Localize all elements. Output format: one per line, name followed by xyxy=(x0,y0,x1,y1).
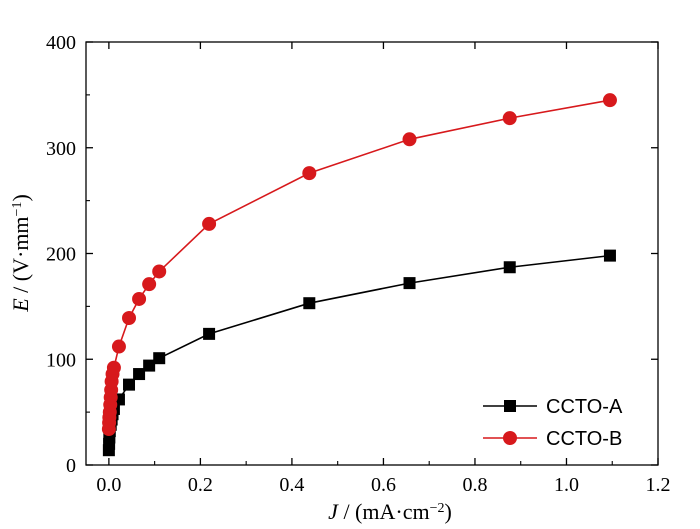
data-point xyxy=(602,93,617,108)
data-point xyxy=(153,352,166,365)
legend-item-ccto-b: CCTO-B xyxy=(483,428,622,450)
x-tick-label: 0.4 xyxy=(279,474,304,496)
legend-item-ccto-a: CCTO-A xyxy=(483,396,623,418)
data-point xyxy=(603,249,616,262)
series-line xyxy=(108,254,611,451)
data-point xyxy=(403,277,416,290)
legend-label: CCTO-B xyxy=(546,428,622,450)
y-tick-label: 200 xyxy=(46,244,76,266)
y-axis: 0 100 200 300 400 xyxy=(46,32,658,477)
legend-label: CCTO-A xyxy=(546,396,623,418)
data-point xyxy=(106,360,121,375)
x-tick-label: 0.2 xyxy=(188,474,213,496)
y-tick-label: 400 xyxy=(46,32,76,54)
data-point xyxy=(133,368,146,381)
x-tick-label: 0.6 xyxy=(371,474,396,496)
y-tick-label: 300 xyxy=(46,138,76,160)
legend-marker xyxy=(503,431,517,445)
data-point xyxy=(122,311,137,326)
series-ccto-b xyxy=(101,93,617,437)
data-point xyxy=(303,297,316,310)
legend-marker xyxy=(504,400,516,412)
data-point xyxy=(302,166,317,181)
x-tick-label: 0.8 xyxy=(462,474,487,496)
data-point xyxy=(143,359,156,372)
y-axis-title: E / (V·mm−1) xyxy=(8,194,33,313)
x-tick-label: 0.0 xyxy=(96,474,121,496)
legend: CCTO-A CCTO-B xyxy=(483,396,623,450)
data-point xyxy=(132,291,147,306)
data-point xyxy=(142,277,157,292)
data-point xyxy=(152,264,167,279)
series-ccto-a xyxy=(102,249,616,457)
data-point xyxy=(402,132,417,147)
data-point xyxy=(123,378,136,391)
x-tick-label: 1.0 xyxy=(554,474,579,496)
data-point xyxy=(503,261,516,274)
y-tick-label: 100 xyxy=(46,349,76,371)
x-axis: 0.0 0.2 0.4 0.6 0.8 1.0 1.2 xyxy=(96,42,671,496)
series-layer xyxy=(101,93,617,457)
data-point xyxy=(203,327,216,340)
x-axis-title: J / (mA·cm−2) xyxy=(328,499,452,524)
y-tick-label: 0 xyxy=(66,455,76,477)
data-point xyxy=(111,339,126,354)
x-tick-label: 1.2 xyxy=(646,474,671,496)
data-point xyxy=(202,216,217,231)
data-point xyxy=(502,111,517,126)
